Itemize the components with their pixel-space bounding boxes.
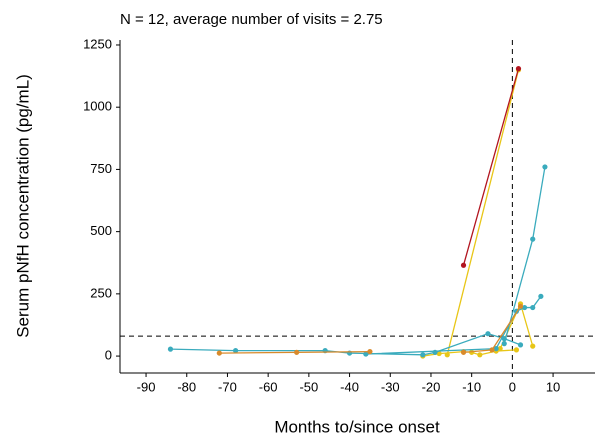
y-tick-label: 1250	[83, 36, 112, 51]
series-line	[462, 68, 520, 266]
data-point	[363, 351, 369, 357]
y-tick-label: 1000	[83, 99, 112, 114]
data-point	[513, 347, 520, 353]
data-point	[489, 347, 495, 353]
x-tick-label: -20	[422, 379, 441, 394]
data-point	[515, 66, 522, 72]
chart-title: N = 12, average number of visits = 2.75	[120, 11, 383, 28]
x-tick-label: -60	[259, 379, 278, 394]
data-point	[521, 304, 528, 311]
data-point	[436, 350, 442, 357]
y-tick-label: 250	[90, 285, 112, 300]
data-point	[167, 346, 174, 352]
data-point	[517, 342, 524, 348]
x-tick-label: -30	[381, 379, 400, 394]
data-point	[477, 352, 483, 358]
x-axis-label: Months to/since onset	[274, 417, 440, 436]
y-tick-label: 750	[90, 161, 112, 176]
data-point	[460, 262, 467, 268]
data-point	[485, 331, 491, 337]
data-point	[501, 341, 507, 347]
data-point	[538, 293, 544, 299]
data-point	[232, 348, 239, 354]
data-point	[493, 346, 499, 352]
series-line	[446, 69, 520, 355]
y-tick-label: 500	[90, 223, 112, 238]
x-tick-label: -80	[177, 379, 196, 394]
data-point	[460, 349, 467, 355]
y-axis-label: Serum pNfH concentration (pg/mL)	[13, 74, 32, 338]
data-point	[367, 348, 373, 355]
data-point	[530, 343, 536, 349]
data-point	[294, 349, 300, 355]
data-point	[517, 303, 524, 309]
data-point	[530, 236, 536, 242]
x-tick-label: -50	[299, 379, 318, 394]
data-point	[530, 304, 536, 311]
data-point	[497, 346, 503, 352]
x-tick-label: -90	[137, 379, 156, 394]
y-tick-label: 0	[105, 348, 112, 363]
x-tick-label: -40	[340, 379, 359, 394]
x-tick-label: 0	[509, 379, 516, 394]
data-point	[420, 352, 426, 358]
x-tick-label: -10	[462, 379, 481, 394]
x-tick-label: 10	[546, 379, 560, 394]
data-point	[542, 164, 548, 170]
data-point	[216, 350, 222, 356]
x-tick-label: -70	[218, 379, 237, 394]
